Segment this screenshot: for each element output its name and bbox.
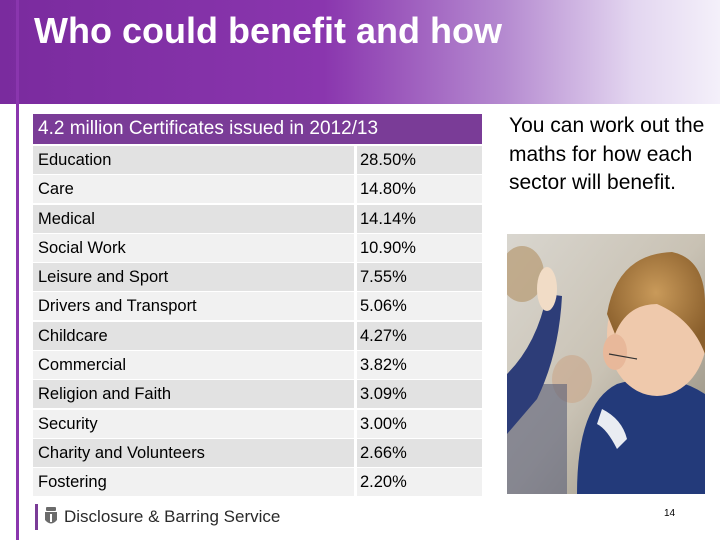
sector-name: Leisure and Sport (33, 263, 354, 292)
left-accent-line (16, 0, 19, 540)
table-row: Fostering 2.20% (33, 468, 482, 497)
table-row: Social Work 10.90% (33, 233, 482, 262)
table-row: Charity and Volunteers 2.66% (33, 438, 482, 467)
sector-name: Medical (33, 204, 354, 233)
sector-name: Care (33, 175, 354, 204)
sector-name: Education (33, 146, 354, 174)
sector-table: Education 28.50% Care 14.80% Medical 14.… (33, 146, 482, 498)
sector-share: 7.55% (357, 263, 482, 292)
sector-share: 14.14% (357, 204, 482, 233)
table-row: Leisure and Sport 7.55% (33, 263, 482, 292)
sector-share: 10.90% (357, 233, 482, 262)
table-row: Medical 14.14% (33, 204, 482, 233)
table-row: Religion and Faith 3.09% (33, 380, 482, 409)
table-title: 4.2 million Certificates issued in 2012/… (33, 114, 482, 144)
sector-share: 28.50% (357, 146, 482, 174)
sector-share: 3.82% (357, 351, 482, 380)
table-row: Care 14.80% (33, 175, 482, 204)
crest-icon (45, 507, 57, 524)
logo-text: Disclosure & Barring Service (64, 507, 281, 526)
sector-name: Fostering (33, 468, 354, 497)
side-note: You can work out the maths for how each … (509, 114, 705, 194)
sector-name: Security (33, 409, 354, 438)
table-row: Commercial 3.82% (33, 351, 482, 380)
table-row: Childcare 4.27% (33, 321, 482, 350)
sector-name: Religion and Faith (33, 380, 354, 409)
sector-share: 3.00% (357, 409, 482, 438)
classroom-photo (507, 234, 705, 494)
header-banner (0, 0, 720, 104)
sector-name: Drivers and Transport (33, 292, 354, 321)
sector-name: Commercial (33, 351, 354, 380)
table-row: Security 3.00% (33, 409, 482, 438)
logo-divider (35, 504, 38, 530)
sector-share: 14.80% (357, 175, 482, 204)
sector-share: 3.09% (357, 380, 482, 409)
sector-share: 4.27% (357, 321, 482, 350)
sector-name: Childcare (33, 321, 354, 350)
slide-title: Who could benefit and how (34, 10, 502, 51)
sector-name: Social Work (33, 233, 354, 262)
table-row: Education 28.50% (33, 146, 482, 174)
sector-share: 2.20% (357, 468, 482, 497)
page-number: 14 (664, 508, 676, 519)
sector-name: Charity and Volunteers (33, 438, 354, 467)
table-row: Drivers and Transport 5.06% (33, 292, 482, 321)
sector-share: 5.06% (357, 292, 482, 321)
sector-share: 2.66% (357, 438, 482, 467)
dbs-logo: Disclosure & Barring Service (35, 503, 280, 531)
